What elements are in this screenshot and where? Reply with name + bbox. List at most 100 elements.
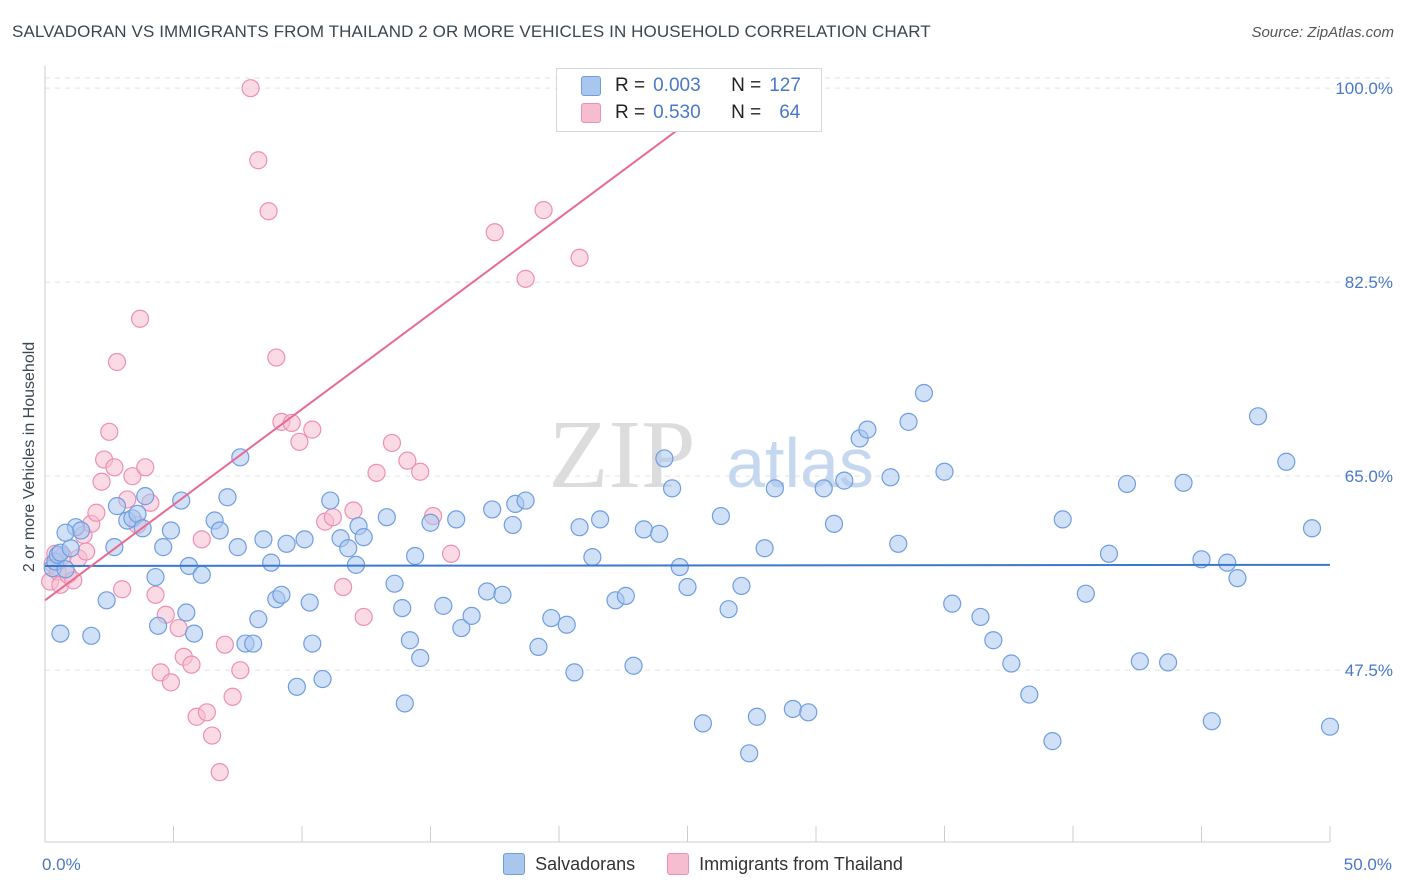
legend-item-thailand[interactable]: Immigrants from Thailand xyxy=(667,853,903,875)
salvadoran-point xyxy=(405,546,425,566)
salvadoran-point xyxy=(146,567,165,587)
salvadoran-point xyxy=(503,515,522,535)
thailand-point xyxy=(197,703,217,722)
legend-label-salvadorans: Salvadorans xyxy=(535,853,636,874)
thailand-point xyxy=(516,269,535,288)
thailand-point xyxy=(107,352,127,372)
y-tick-labels: 100.0% 82.5% 65.0% 47.5% xyxy=(1335,79,1393,680)
salvadoran-point xyxy=(1174,473,1193,492)
thailand-point xyxy=(112,580,132,599)
salvadoran-point xyxy=(385,574,404,593)
salvadoran-point xyxy=(136,487,155,506)
thailand-point xyxy=(202,726,222,745)
salvadoran-point xyxy=(148,616,168,635)
x-tick-labels: 0.0% 50.0% xyxy=(42,855,1392,874)
x-tick-label: 0.0% xyxy=(42,855,81,874)
salvadoran-point xyxy=(542,608,561,628)
thailand-point xyxy=(136,458,155,477)
salvadoran-point xyxy=(1277,452,1296,471)
thailand-point xyxy=(290,432,309,451)
watermark-atlas: atlas xyxy=(726,424,874,502)
legend-swatch-blue xyxy=(503,853,526,875)
salvadoran-point xyxy=(765,479,784,498)
thailand-point xyxy=(398,451,417,470)
salvadoran-point xyxy=(51,624,70,643)
salvadoran-point xyxy=(1248,407,1268,426)
salvadoran-point xyxy=(1228,569,1247,588)
salvadoran-point xyxy=(82,626,101,645)
salvadoran-point xyxy=(719,600,738,619)
salvadoran-point xyxy=(295,530,314,549)
axes xyxy=(44,66,1331,843)
series-salvadorans-points xyxy=(43,383,1340,763)
salvadoran-point xyxy=(755,539,774,558)
salvadoran-point xyxy=(662,479,682,498)
salvadoran-point xyxy=(1320,717,1340,736)
source-label: Source: ZipAtlas.com xyxy=(1251,24,1394,41)
salvadoran-point xyxy=(889,534,908,553)
salvadoran-point xyxy=(971,607,990,627)
thailand-trend-line xyxy=(44,121,689,602)
salvadoran-point xyxy=(411,648,430,668)
salvadoran-point xyxy=(161,521,181,540)
salvadoran-point xyxy=(732,576,751,596)
legend-r-label: R = xyxy=(615,75,646,96)
legend-label-thailand: Immigrants from Thailand xyxy=(699,853,903,874)
y-tick-label: 47.5% xyxy=(1345,661,1393,680)
salvadoran-point xyxy=(984,631,1003,650)
thailand-point xyxy=(182,655,201,674)
legend-swatch-pink xyxy=(581,103,601,123)
y-tick-label: 100.0% xyxy=(1335,79,1393,98)
legend-r-label: R = xyxy=(615,102,646,123)
thailand-point xyxy=(534,201,553,220)
salvadoran-point xyxy=(493,585,512,604)
salvadoran-point xyxy=(395,694,414,713)
thailand-point xyxy=(241,79,260,98)
y-axis-label: 2 or more Vehicles in Household xyxy=(21,342,38,572)
salvadoran-point xyxy=(272,585,291,604)
salvadoran-point xyxy=(184,624,204,643)
thailand-point xyxy=(485,223,504,242)
salvadoran-point xyxy=(570,518,589,537)
salvadoran-point xyxy=(670,557,689,577)
salvadoran-point xyxy=(634,520,653,539)
chart-title: SALVADORAN VS IMMIGRANTS FROM THAILAND 2… xyxy=(12,22,931,41)
legend-item-salvadorans[interactable]: Salvadorans xyxy=(503,853,635,875)
salvadoran-point xyxy=(747,707,766,726)
salvadoran-point xyxy=(1099,544,1119,563)
salvadoran-point xyxy=(858,420,877,439)
salvadoran-point xyxy=(447,510,466,529)
thailand-point xyxy=(382,433,402,453)
x-tick-label: 50.0% xyxy=(1344,855,1392,874)
y-tick-label: 65.0% xyxy=(1345,467,1393,486)
salvadoran-point xyxy=(529,637,548,656)
salvadoran-point xyxy=(262,553,281,572)
salvadoran-point xyxy=(1202,712,1221,731)
salvadoran-point xyxy=(678,577,697,597)
thailand-point xyxy=(105,458,124,477)
salvadoran-point xyxy=(711,506,731,526)
thailand-point xyxy=(123,467,142,486)
gridlines xyxy=(45,77,1392,671)
thailand-point xyxy=(303,420,322,439)
thailand-point xyxy=(231,661,250,680)
salvadoran-point xyxy=(244,634,263,653)
thailand-point xyxy=(161,673,181,692)
trend-lines xyxy=(44,121,1331,602)
thailand-point xyxy=(367,463,386,482)
thailand-point xyxy=(215,635,234,654)
salvadoran-point xyxy=(228,538,247,557)
salvadoran-point xyxy=(881,468,900,487)
salvadoran-point xyxy=(477,582,497,601)
legend-r-value: 0.003 xyxy=(653,75,701,96)
salvadoran-point xyxy=(516,491,535,510)
salvadoran-point xyxy=(899,412,918,431)
salvadoran-point xyxy=(483,500,502,519)
salvadoran-point xyxy=(462,606,481,625)
salvadoran-point xyxy=(624,656,643,675)
salvadoran-point xyxy=(1043,732,1062,751)
salvadoran-point xyxy=(254,530,273,549)
salvadoran-point xyxy=(1053,510,1072,529)
salvadoran-point xyxy=(303,634,322,653)
thailand-point xyxy=(77,542,96,561)
